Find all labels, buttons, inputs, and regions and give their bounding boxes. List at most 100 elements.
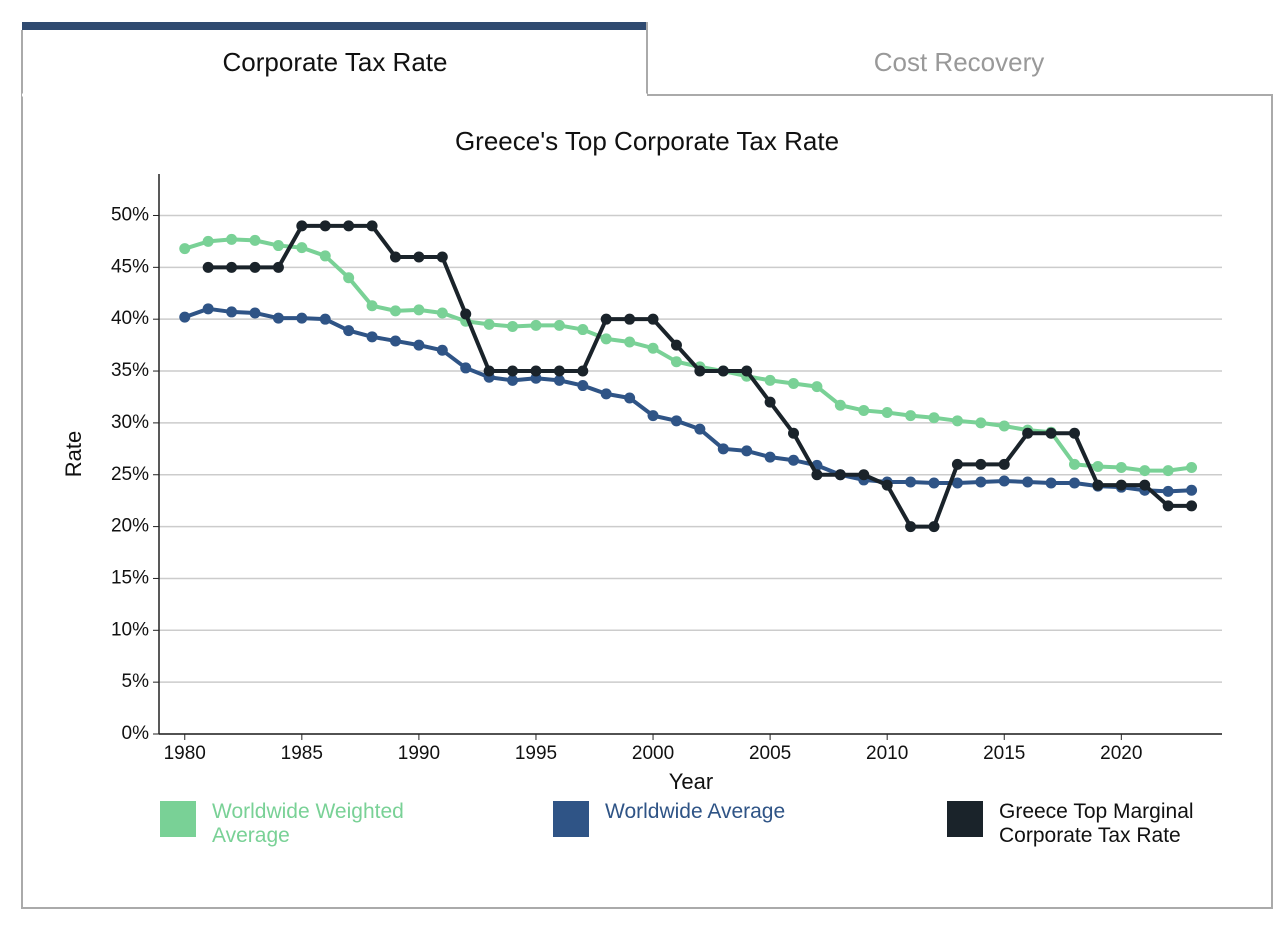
data-point	[272, 240, 284, 252]
data-point	[389, 335, 401, 347]
data-point	[343, 272, 355, 284]
chart-title: Greece's Top Corporate Tax Rate	[455, 126, 839, 156]
data-point	[483, 318, 495, 330]
data-point	[624, 392, 636, 404]
data-point	[1115, 479, 1127, 491]
legend-label: Worldwide Average	[605, 800, 786, 823]
data-point	[179, 311, 191, 323]
data-point	[577, 324, 589, 336]
tab-indicator	[22, 22, 647, 30]
y-tick-label: 10%	[111, 619, 149, 640]
data-point	[881, 407, 893, 419]
data-point	[647, 342, 659, 354]
data-point	[296, 312, 308, 324]
data-point	[975, 476, 987, 488]
data-point	[343, 220, 355, 232]
data-point	[530, 319, 542, 331]
y-tick-label: 45%	[111, 256, 149, 277]
data-point	[366, 300, 378, 312]
tab-label[interactable]: Corporate Tax Rate	[223, 47, 448, 77]
data-point	[834, 399, 846, 411]
data-point	[1022, 427, 1034, 439]
data-point	[624, 336, 636, 348]
data-point	[600, 313, 612, 325]
data-point	[1186, 500, 1198, 512]
data-point	[951, 477, 963, 489]
data-point	[670, 339, 682, 351]
data-point	[319, 250, 331, 262]
data-point	[577, 365, 589, 377]
panel	[21, 94, 1273, 909]
data-point	[1115, 461, 1127, 473]
data-point	[436, 251, 448, 263]
y-tick-label: 0%	[122, 723, 150, 744]
x-tick-label: 2000	[632, 743, 674, 764]
data-point	[811, 381, 823, 393]
data-point	[1092, 460, 1104, 472]
data-point	[1068, 477, 1080, 489]
data-point	[1068, 458, 1080, 470]
data-point	[998, 475, 1010, 487]
y-tick-label: 20%	[111, 516, 149, 537]
y-tick-label: 5%	[122, 671, 150, 692]
y-tick-label: 40%	[111, 308, 149, 329]
data-point	[389, 305, 401, 317]
data-point	[647, 410, 659, 422]
data-point	[928, 521, 940, 533]
data-point	[881, 479, 893, 491]
data-point	[951, 458, 963, 470]
data-point	[366, 220, 378, 232]
data-point	[436, 307, 448, 319]
x-tick-label: 2015	[983, 743, 1025, 764]
legend-swatch	[160, 801, 196, 837]
data-point	[998, 420, 1010, 432]
series-line	[184, 306, 1192, 494]
data-point	[226, 233, 238, 245]
data-point	[811, 469, 823, 481]
data-point	[1162, 485, 1174, 497]
data-point	[272, 261, 284, 273]
data-point	[764, 451, 776, 463]
x-tick-label: 1980	[164, 743, 206, 764]
x-tick-label: 2020	[1100, 743, 1142, 764]
y-tick-label: 35%	[111, 360, 149, 381]
data-point	[834, 469, 846, 481]
data-point	[436, 344, 448, 356]
data-point	[928, 412, 940, 424]
data-point	[179, 243, 191, 255]
data-point	[226, 306, 238, 318]
legend-swatch	[553, 801, 589, 837]
data-point	[928, 477, 940, 489]
data-point	[1045, 477, 1057, 489]
data-point	[202, 303, 214, 315]
data-point	[1139, 479, 1151, 491]
data-point	[413, 251, 425, 263]
data-point	[1186, 484, 1198, 496]
data-point	[624, 313, 636, 325]
data-point	[343, 325, 355, 337]
x-tick-label: 2010	[866, 743, 908, 764]
data-point	[319, 220, 331, 232]
data-point	[553, 319, 565, 331]
data-point	[530, 365, 542, 377]
data-point	[788, 454, 800, 466]
data-point	[296, 242, 308, 254]
data-point	[249, 234, 261, 246]
data-point	[670, 415, 682, 427]
data-point	[905, 476, 917, 488]
data-point	[577, 380, 589, 392]
data-point	[319, 313, 331, 325]
data-point	[1139, 465, 1151, 477]
data-point	[553, 374, 565, 386]
data-point	[413, 304, 425, 316]
data-point	[1162, 465, 1174, 477]
data-point	[670, 356, 682, 368]
tab-label[interactable]: Cost Recovery	[874, 47, 1045, 77]
data-point	[858, 404, 870, 416]
tab-active[interactable]	[22, 22, 647, 96]
data-point	[951, 415, 963, 427]
data-point	[460, 362, 472, 374]
series-line	[184, 237, 1192, 473]
y-tick-label: 15%	[111, 567, 149, 588]
